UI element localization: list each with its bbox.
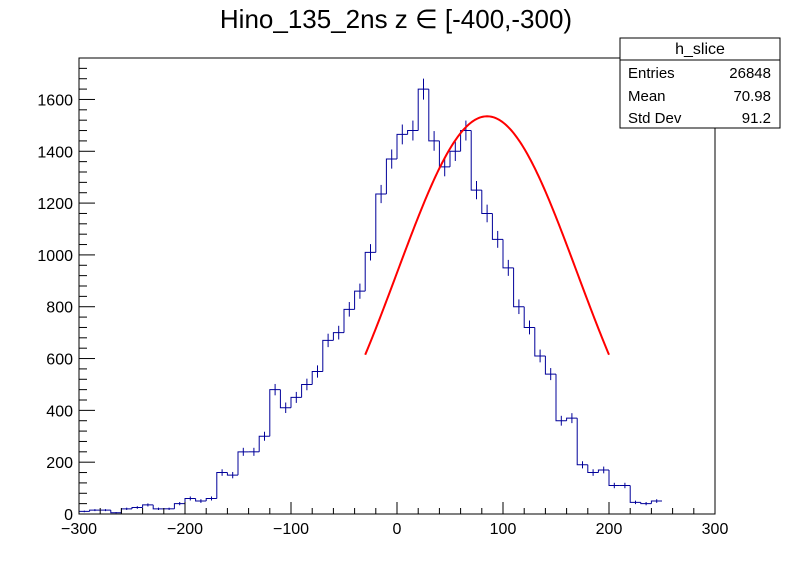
x-tick-label: −100 <box>273 521 309 538</box>
y-tick-label: 400 <box>46 403 73 420</box>
y-tick-label: 200 <box>46 455 73 472</box>
stats-mean-label: Mean <box>628 88 666 105</box>
x-tick-label: 300 <box>702 521 729 538</box>
chart-title: Hino_135_2ns z ∈ [-400,-300) <box>220 4 572 34</box>
histogram-bin <box>576 418 588 466</box>
histogram-bin <box>491 213 503 240</box>
histogram-bin <box>184 497 196 504</box>
histogram-bin <box>544 355 556 375</box>
x-tick-label: 200 <box>596 521 623 538</box>
stats-entries-value: 26848 <box>729 65 771 82</box>
histogram-bin <box>237 451 249 476</box>
histogram-bin <box>449 150 461 167</box>
x-axis: −300 −200 −100 0 100 200 300 <box>61 502 728 538</box>
stats-box: h_slice Entries 26848 Mean 70.98 Std Dev… <box>619 37 781 129</box>
histogram-bin <box>587 464 599 474</box>
y-axis: 0 200 400 600 800 1000 1200 1400 1600 <box>37 67 95 524</box>
histogram-bin <box>428 89 440 142</box>
histogram-bin <box>301 383 313 398</box>
histogram-bin <box>502 239 514 269</box>
histogram-bin <box>460 130 472 152</box>
stats-entries-label: Entries <box>628 65 675 82</box>
histogram-bin <box>279 389 291 409</box>
histogram-bin <box>205 497 217 502</box>
y-tick-label: 1600 <box>37 92 73 109</box>
histogram-bin <box>195 498 207 502</box>
histogram-bin <box>513 267 525 308</box>
histogram-bin <box>226 472 238 476</box>
y-tick-label: 1400 <box>37 144 73 161</box>
histogram-bin <box>311 371 323 385</box>
histogram-bin <box>152 504 164 510</box>
histogram-bin <box>470 130 482 191</box>
histogram-bin <box>640 502 652 505</box>
histogram-bin <box>354 290 366 310</box>
histogram-bin <box>131 507 143 509</box>
histogram-bin <box>216 472 228 499</box>
y-tick-label: 800 <box>46 300 73 317</box>
histogram-bin <box>608 469 620 486</box>
histogram-bin <box>269 389 281 437</box>
histogram-bin <box>523 306 535 328</box>
histogram-bin <box>396 133 408 160</box>
y-tick-label: 0 <box>64 507 73 524</box>
histogram-bin <box>332 332 344 341</box>
histogram-bin <box>173 503 185 509</box>
histogram-bin <box>407 130 419 135</box>
histogram-bin <box>142 504 154 508</box>
histogram-bin <box>375 193 387 253</box>
stats-box-title: h_slice <box>675 41 725 58</box>
gaussian-fit-curve <box>364 115 610 356</box>
histogram-bin <box>417 88 429 131</box>
histogram-bin <box>534 327 546 357</box>
histogram-bin <box>385 158 397 195</box>
histogram-bins <box>78 78 662 514</box>
stats-stddev-label: Std Dev <box>628 110 682 127</box>
histogram-bin <box>322 339 334 372</box>
histogram-bin <box>110 510 122 514</box>
stats-box-frame <box>619 37 781 129</box>
histogram-bin <box>566 417 578 421</box>
x-tick-label: −200 <box>167 521 203 538</box>
histogram-bin <box>343 308 355 333</box>
y-tick-label: 1000 <box>37 248 73 265</box>
histogram-bin <box>629 485 641 503</box>
x-tick-label: −300 <box>61 521 97 538</box>
y-tick-label: 1200 <box>37 196 73 213</box>
histogram-bin <box>258 435 270 452</box>
histogram-bin <box>555 374 567 422</box>
histogram-bin <box>364 251 376 292</box>
y-tick-label: 600 <box>46 352 73 369</box>
stats-stddev-value: 91.2 <box>742 110 771 127</box>
x-tick-label: 100 <box>490 521 517 538</box>
histogram-bin <box>481 190 493 214</box>
x-tick-label: 0 <box>393 521 402 538</box>
histogram-bin <box>597 469 609 473</box>
histogram-bin <box>290 396 302 408</box>
histogram-bin <box>650 500 662 504</box>
stats-mean-value: 70.98 <box>733 88 771 105</box>
histogram-bin <box>89 509 101 512</box>
